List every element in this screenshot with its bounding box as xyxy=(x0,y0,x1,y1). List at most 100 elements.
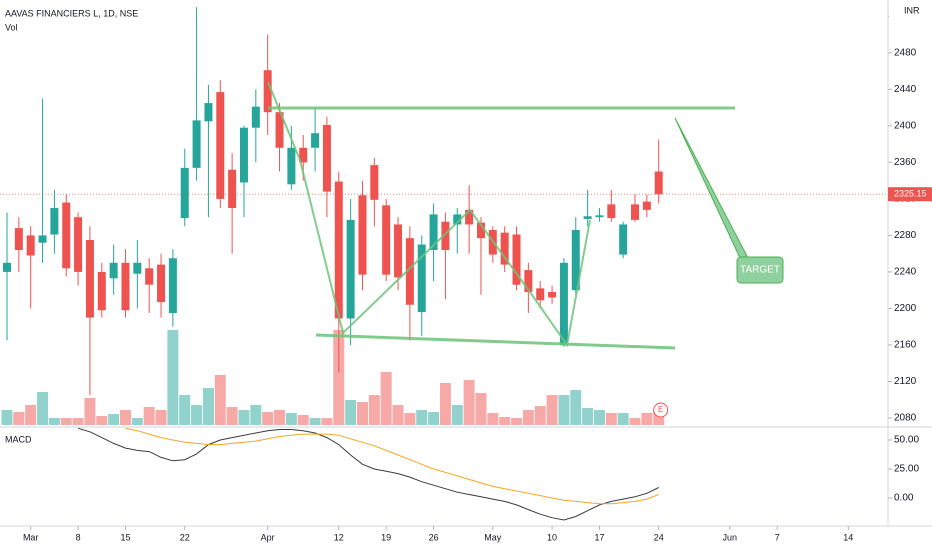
earnings-marker-label: E xyxy=(658,405,663,414)
y-tick-label: 0.00 xyxy=(894,493,914,504)
y-tick-label: 25.00 xyxy=(894,464,919,475)
volume-bar xyxy=(155,410,167,425)
volume-bar xyxy=(428,412,440,425)
candle-body xyxy=(38,235,47,243)
volume-bar xyxy=(297,415,309,425)
volume-bar xyxy=(333,330,345,425)
earnings-marker xyxy=(653,402,669,418)
volume-bar xyxy=(143,407,155,425)
x-tick-label: 19 xyxy=(381,532,391,542)
candle-body xyxy=(619,224,628,255)
candle-body xyxy=(192,120,201,168)
candle-body xyxy=(180,167,189,219)
macd-label: MACD xyxy=(5,434,32,444)
candle-body xyxy=(607,204,616,219)
candle-body xyxy=(654,171,663,195)
candle-body xyxy=(263,70,272,113)
volume-bar xyxy=(96,416,108,425)
x-tick-label: 26 xyxy=(429,532,439,542)
candle-body xyxy=(109,262,118,279)
volume-bar xyxy=(404,413,416,425)
volume-bar xyxy=(511,418,523,425)
candle-body xyxy=(239,127,248,183)
volume-bar xyxy=(451,405,463,425)
volume-bar xyxy=(522,410,534,425)
pattern-line xyxy=(267,81,591,348)
volume-bar xyxy=(131,418,143,425)
volume-bar xyxy=(356,402,368,425)
candle-body xyxy=(571,229,580,291)
candle-body xyxy=(631,204,640,220)
volume-bar xyxy=(214,375,226,425)
volume-bar xyxy=(262,412,274,425)
volume-bar xyxy=(546,395,558,425)
x-tick-label: May xyxy=(484,532,502,542)
volume-bar xyxy=(582,408,594,425)
candle-body xyxy=(216,92,225,199)
y-tick-label: 2080 xyxy=(894,413,917,424)
volume-bar xyxy=(321,418,333,425)
candle-body xyxy=(26,235,35,256)
volume-bar xyxy=(48,418,60,425)
volume-bar xyxy=(119,410,131,425)
candle-body xyxy=(299,147,308,163)
candle-body xyxy=(2,262,11,272)
volume-bar xyxy=(570,390,582,425)
volume-bar xyxy=(605,413,617,425)
volume-bar xyxy=(250,405,262,425)
volume-bar xyxy=(487,413,499,425)
candle-body xyxy=(14,228,23,251)
volume-bar xyxy=(617,413,629,425)
y-tick-label: 2360 xyxy=(894,157,917,168)
volume-bar xyxy=(37,392,49,425)
candle-body xyxy=(583,216,592,219)
candle-body xyxy=(358,195,367,275)
currency-label: INR xyxy=(904,5,920,15)
volume-bar xyxy=(84,398,96,425)
volume-bar xyxy=(309,418,321,425)
x-tick-label: Jun xyxy=(723,532,738,542)
volume-bar xyxy=(439,383,451,425)
candle-body xyxy=(453,214,462,225)
candle-body xyxy=(168,258,177,313)
volume-bar xyxy=(179,395,191,425)
volume-bar xyxy=(593,410,605,425)
x-tick-label: Apr xyxy=(261,532,275,542)
candle-body xyxy=(465,209,474,225)
volume-bar xyxy=(1,410,13,425)
x-tick-label: 14 xyxy=(843,532,853,542)
candle-body xyxy=(441,221,450,251)
candle-body xyxy=(145,268,154,285)
candle-body xyxy=(204,103,213,122)
candle-body xyxy=(394,224,403,278)
callout-box xyxy=(736,256,784,284)
y-tick-label: 2480 xyxy=(894,47,917,58)
candle-body xyxy=(50,208,59,235)
currency-bg xyxy=(889,4,932,20)
volume-bar xyxy=(60,418,72,425)
last-price-label: 2325.15 xyxy=(894,189,927,199)
support-line xyxy=(315,333,676,350)
candle-body xyxy=(500,232,509,265)
volume-bar xyxy=(167,330,179,425)
x-tick-label: 17 xyxy=(594,532,604,542)
candle-body xyxy=(370,165,379,200)
volume-bar xyxy=(641,413,653,425)
x-tick-label: Mar xyxy=(23,532,39,542)
volume-bar xyxy=(108,414,120,425)
macd-line xyxy=(125,427,659,505)
candle-body xyxy=(536,288,545,301)
volume-bar xyxy=(463,380,475,425)
volume-bar xyxy=(345,400,357,425)
candle-body xyxy=(417,244,426,313)
volume-bar xyxy=(392,405,404,425)
x-tick-label: 22 xyxy=(180,532,190,542)
y-tick-label: 2400 xyxy=(894,121,917,132)
x-tick-label: 15 xyxy=(120,532,130,542)
volume-bar xyxy=(238,410,250,425)
y-tick-label: 2160 xyxy=(894,340,917,351)
volume-bar xyxy=(13,412,25,425)
